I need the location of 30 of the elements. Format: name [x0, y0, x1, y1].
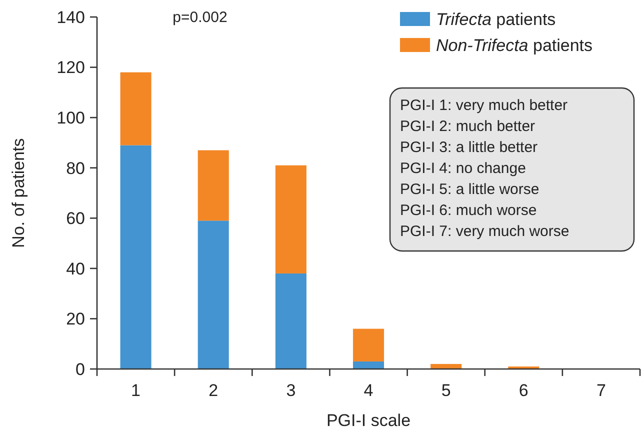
y-tick-label: 80: [66, 158, 85, 178]
y-tick-label: 20: [66, 310, 85, 329]
bar: [352, 361, 384, 369]
x-tick-label: 4: [364, 381, 374, 400]
x-tick-label: 6: [518, 381, 528, 400]
y-tick-label: 140: [56, 8, 85, 27]
x-tick-label: 7: [596, 381, 606, 400]
bar: [352, 328, 384, 362]
bar: [275, 273, 306, 369]
x-tick-label: 2: [208, 381, 218, 400]
x-tick-label: 1: [131, 381, 141, 400]
note-box: PGI-I 1: very much better PGI-I 2: much better PGI-I 3: a little better PGI-I 4: no change PGI-I 5: a little worse PGI-I 6: much worse PGI-I 7: very much worse: [389, 87, 635, 252]
bar: [198, 220, 229, 369]
x-axis-title: PGI-I scale: [326, 411, 411, 430]
annotation: p=0.002: [172, 9, 228, 26]
y-axis-title: No. of patients: [9, 138, 28, 248]
y-tick-label: 40: [66, 259, 85, 278]
x-tick-label: 5: [441, 381, 451, 400]
bar: [120, 72, 152, 146]
y-tick-label: 100: [56, 108, 85, 128]
x-tick-label: 3: [286, 381, 296, 400]
y-tick-label: 120: [56, 58, 85, 78]
bar: [198, 150, 229, 221]
legend-label: Non-Trifecta patients: [436, 36, 593, 55]
bar: [275, 165, 306, 274]
legend-label: Trifecta patients: [436, 10, 556, 29]
bar: [120, 145, 152, 369]
y-tick-label: 0: [76, 360, 85, 379]
y-tick-label: 60: [66, 209, 85, 228]
annotation: PGI-I 1: very much better PGI-I 2: much better PGI-I 3: a little better PGI-I 4: no change PGI-I 5: a little worse PGI-I 6: much worse PGI-I 7: very much worse: [400, 97, 570, 240]
